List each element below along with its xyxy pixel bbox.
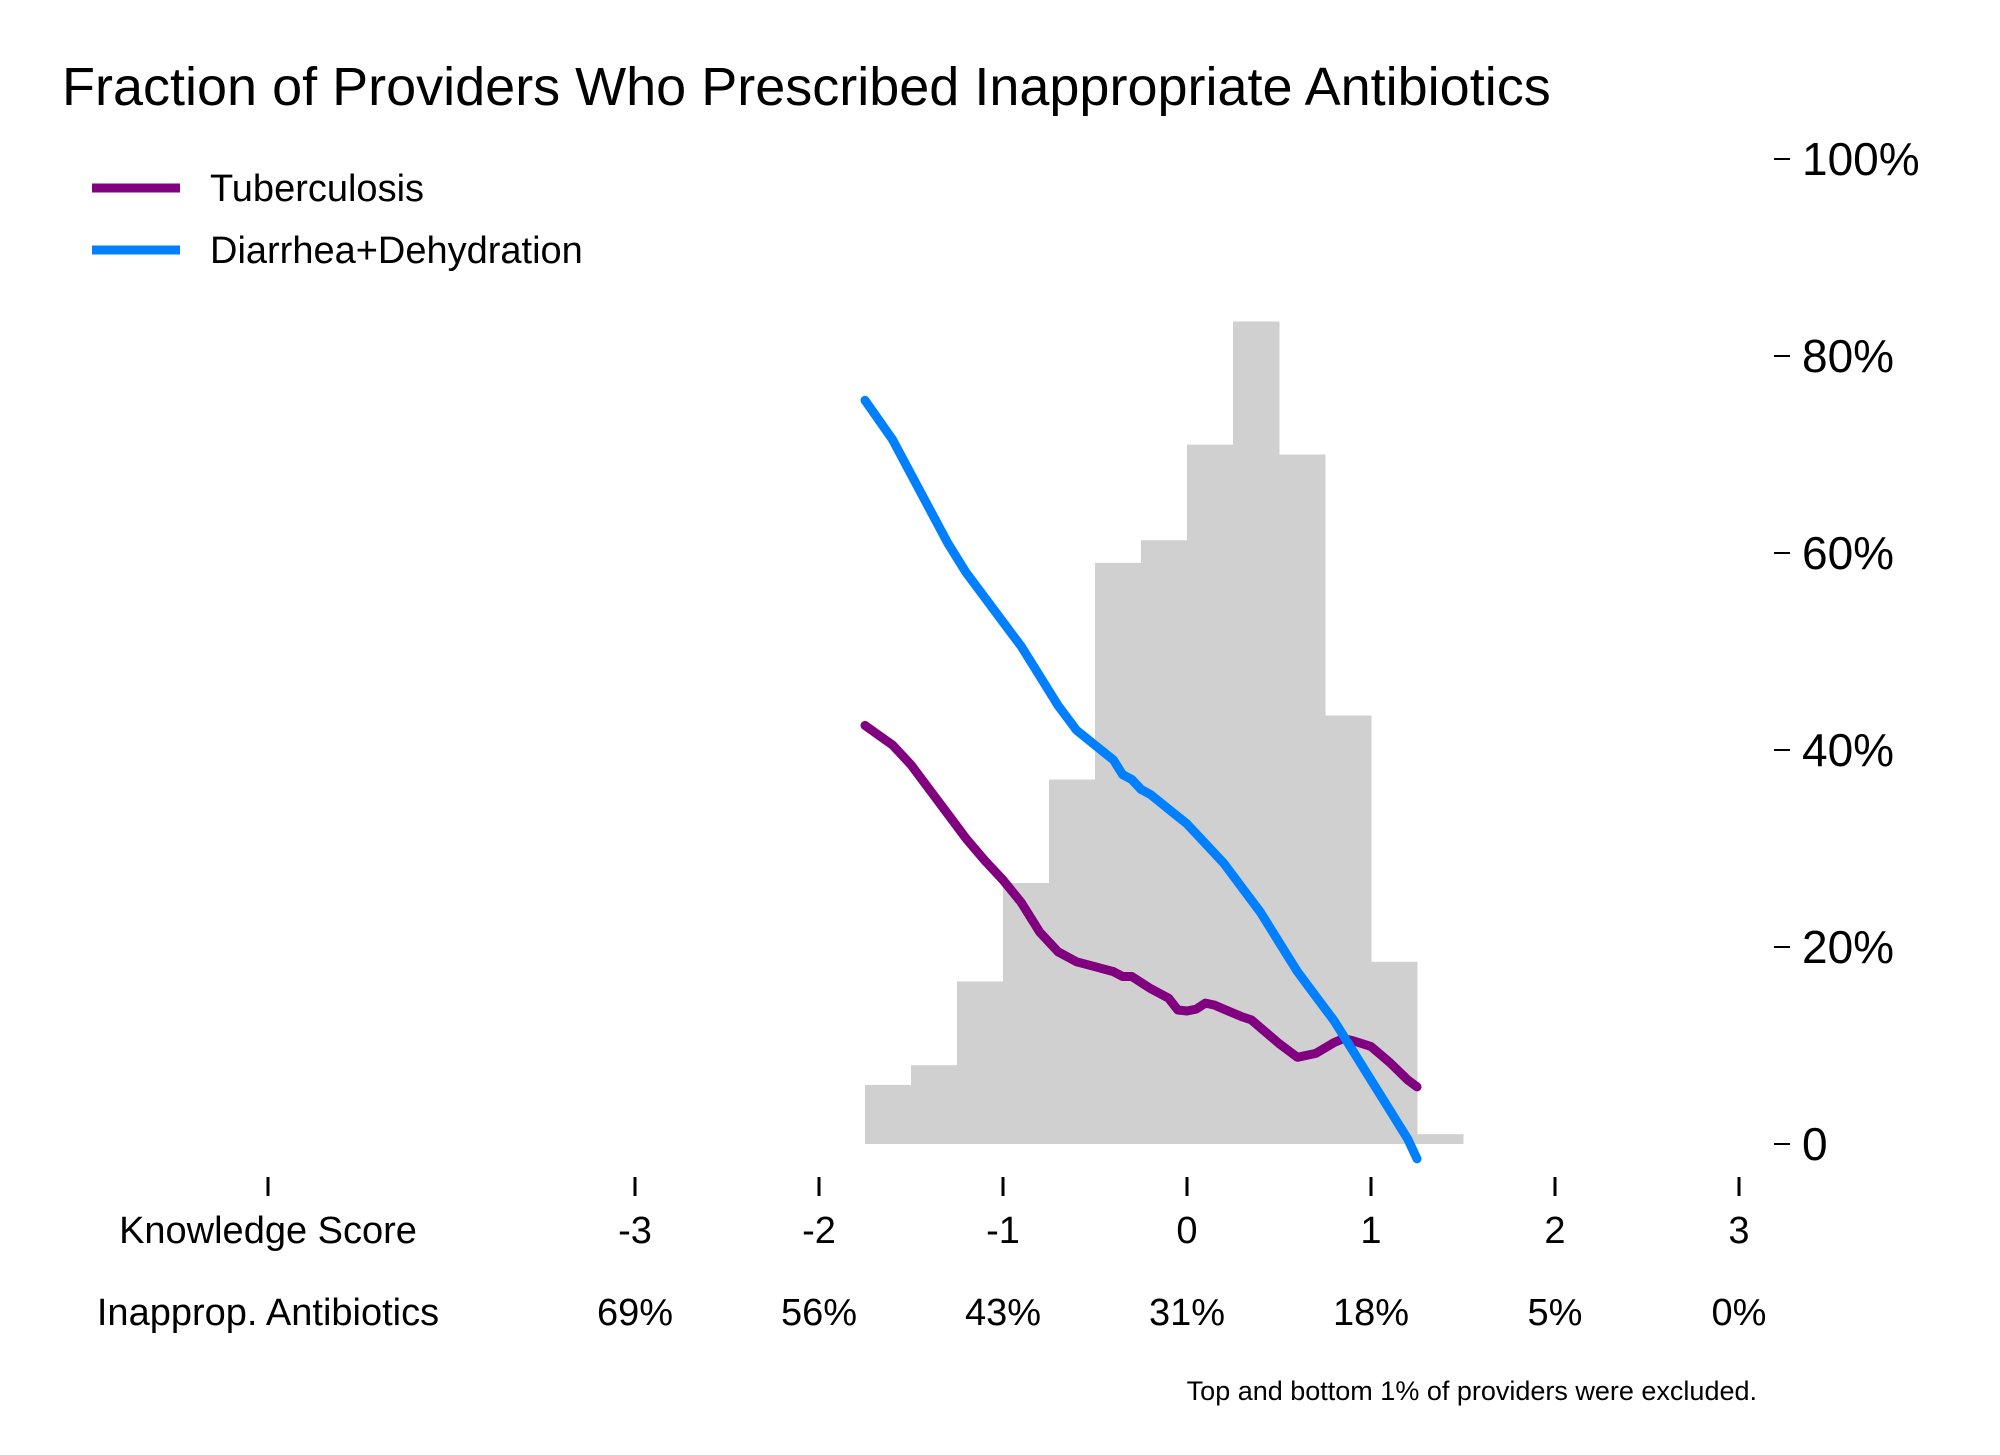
histogram-bar	[1187, 444, 1234, 1144]
series-line-tuberculosis	[860, 720, 1422, 1092]
x-tick-label: -1	[986, 1210, 1020, 1252]
chart-title: Fraction of Providers Who Prescribed Ina…	[62, 57, 1551, 117]
secondary-row-values: 69% 56% 43% 31% 18% 5% 0%	[597, 1292, 1766, 1334]
series-layer	[860, 395, 1422, 1164]
secondary-row-value: 0%	[1712, 1292, 1767, 1334]
y-axis: 0 20% 40% 60% 80% 100%	[1774, 133, 1920, 1170]
secondary-row-value: 43%	[965, 1292, 1041, 1334]
footnote: Top and bottom 1% of providers were excl…	[1187, 1376, 1757, 1406]
secondary-row-value: 5%	[1528, 1292, 1583, 1334]
secondary-row-value: 31%	[1149, 1292, 1225, 1334]
y-tick-label: 0	[1802, 1118, 1828, 1170]
x-tick-label: 3	[1728, 1210, 1749, 1252]
histogram-bar	[865, 1084, 912, 1144]
histogram-bar	[1095, 562, 1142, 1144]
x-axis: -3 -2 -1 0 1 2 3	[266, 1177, 1750, 1252]
x-tick-label: -2	[802, 1210, 836, 1252]
legend-label-diarrhea-dehydration: Diarrhea+Dehydration	[210, 230, 583, 272]
y-tick-label: 40%	[1802, 724, 1894, 776]
histogram-bar	[1279, 454, 1326, 1144]
legend: Tuberculosis Diarrhea+Dehydration	[92, 168, 583, 272]
histogram-bar	[911, 1065, 958, 1144]
histogram-bar	[1417, 1134, 1464, 1144]
y-tick-label: 20%	[1802, 921, 1894, 973]
secondary-row-value: 18%	[1333, 1292, 1409, 1334]
x-tick-label: 2	[1544, 1210, 1565, 1252]
secondary-row-label: Inapprop. Antibiotics	[97, 1292, 439, 1334]
secondary-row-value: 69%	[597, 1292, 673, 1334]
y-tick-label: 60%	[1802, 527, 1894, 579]
secondary-row-value: 56%	[781, 1292, 857, 1334]
x-tick-label: 0	[1176, 1210, 1197, 1252]
legend-label-tuberculosis: Tuberculosis	[210, 168, 424, 210]
histogram-bar	[957, 981, 1004, 1144]
y-tick-label: 80%	[1802, 330, 1894, 382]
y-tick-label: 100%	[1802, 133, 1920, 185]
histogram-bar	[1325, 715, 1372, 1144]
histogram-bar	[1233, 321, 1280, 1144]
series-line-diarrhea-dehydration	[860, 395, 1422, 1164]
histogram-layer	[865, 321, 1464, 1144]
histogram-bar	[1141, 540, 1188, 1144]
x-tick-label: -3	[618, 1210, 652, 1252]
x-tick-label: 1	[1360, 1210, 1381, 1252]
x-axis-label: Knowledge Score	[119, 1210, 417, 1252]
histogram-bar	[1003, 882, 1050, 1144]
